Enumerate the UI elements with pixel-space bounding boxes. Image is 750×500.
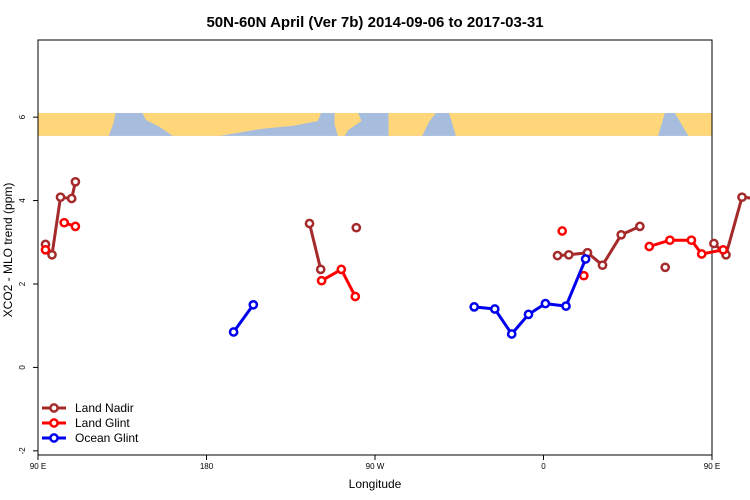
plot-border (37, 39, 713, 456)
legend-item: Land Glint (42, 416, 130, 430)
data-point (70, 176, 81, 187)
y-tick-label: 2 (18, 281, 27, 286)
legend-marker (49, 418, 59, 428)
legend-marker (49, 403, 59, 413)
data-point (506, 329, 517, 339)
series-line (320, 267, 357, 298)
map-band (38, 112, 712, 136)
x-tick-label: 90 W (366, 462, 385, 471)
series-land-nadir (40, 176, 750, 275)
legend-item: Ocean Glint (42, 431, 139, 445)
x-tick-label: 90 E (30, 462, 46, 471)
map-land (449, 113, 665, 136)
data-point (540, 298, 551, 309)
map-land (38, 113, 116, 136)
data-point (316, 275, 327, 286)
data-point (644, 241, 655, 252)
data-point (248, 299, 259, 310)
legend-label: Land Nadir (75, 401, 134, 415)
map-land (388, 113, 436, 136)
data-point (557, 226, 568, 236)
chart-title: 50N-60N April (Ver 7b) 2014-09-06 to 201… (206, 14, 543, 31)
y-tick-label: 0 (18, 365, 27, 370)
data-point (709, 238, 719, 249)
data-point (40, 244, 51, 255)
data-point (561, 301, 571, 311)
data-point (489, 304, 500, 314)
data-point (66, 193, 77, 204)
series-line (474, 258, 587, 336)
legend-label: Land Glint (75, 416, 130, 430)
data-point (737, 192, 747, 203)
x-tick-label: 90 E (704, 462, 720, 471)
data-point (616, 229, 627, 240)
data-point (315, 264, 326, 275)
data-point (336, 264, 347, 275)
data-point (580, 254, 591, 264)
series-ocean-glint (228, 254, 591, 339)
data-point (47, 249, 57, 260)
data-point (665, 235, 675, 246)
map-land (142, 113, 322, 136)
data-point (718, 244, 729, 255)
y-tick-label: 6 (18, 114, 27, 119)
data-point (351, 222, 362, 233)
data-point (228, 327, 239, 337)
data-point (635, 221, 645, 232)
data-point (70, 221, 81, 232)
series-land-glint (40, 217, 729, 302)
data-point (686, 235, 697, 246)
data-point (696, 249, 707, 259)
x-tick-label: 180 (200, 462, 214, 471)
data-point (59, 217, 70, 228)
y-axis-label: XCO2 - MLO trend (ppm) (1, 183, 15, 318)
data-point (660, 262, 671, 273)
y-tick-label: -2 (18, 447, 27, 455)
series-line (712, 195, 750, 257)
legend-label: Ocean Glint (75, 431, 139, 445)
data-point (304, 218, 315, 229)
map-land (674, 113, 712, 136)
y-tick-label: 4 (18, 198, 27, 203)
map-land (334, 113, 362, 136)
legend-item: Land Nadir (42, 401, 134, 415)
data-point (55, 192, 66, 203)
x-tick-label: 0 (541, 462, 546, 471)
data-point (350, 291, 361, 302)
data-point (469, 302, 480, 312)
legend-marker (49, 433, 59, 443)
x-axis-label: Longitude (349, 477, 402, 491)
series-line (232, 303, 255, 333)
series-line (308, 223, 323, 270)
data-point (523, 309, 534, 320)
data-point (563, 249, 574, 260)
data-point (597, 260, 608, 271)
data-point (552, 250, 563, 261)
